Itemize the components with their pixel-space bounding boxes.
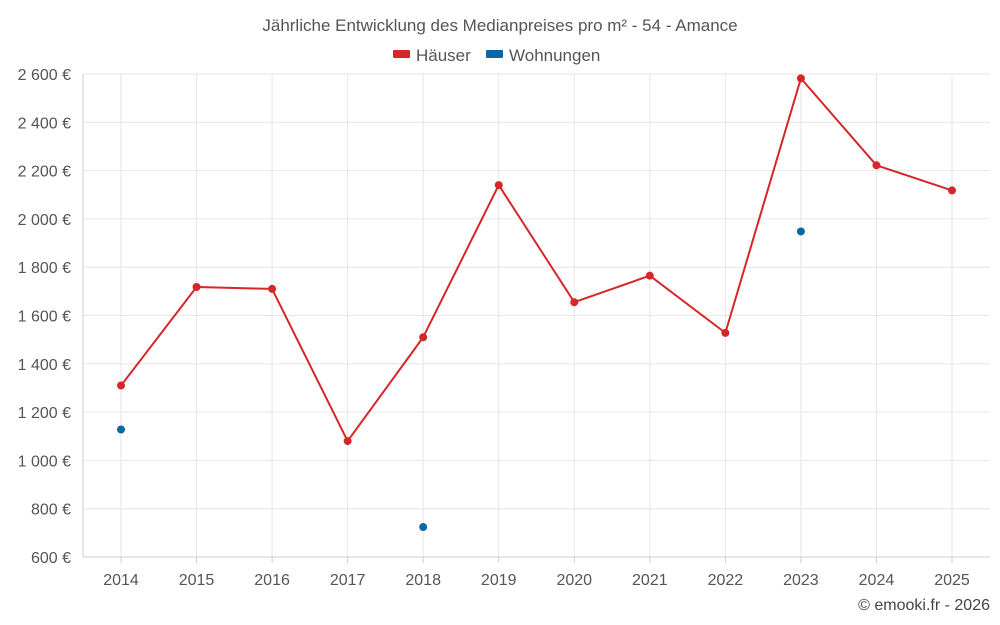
series-line: [120, 77, 953, 443]
legend-swatch: [393, 50, 410, 58]
data-point: [268, 284, 277, 293]
series-häuser: [117, 74, 956, 446]
credit-text: © emooki.fr - 2026: [858, 597, 990, 614]
y-tick-label: 800 €: [31, 502, 71, 519]
x-tick-label: 2020: [556, 572, 592, 589]
y-tick-label: 2 000 €: [18, 212, 71, 229]
data-point: [419, 333, 428, 342]
x-tick-label: 2017: [330, 572, 366, 589]
legend-swatch: [486, 50, 503, 58]
data-point: [645, 271, 654, 280]
x-tick-label: 2021: [632, 572, 668, 589]
y-tick-label: 1 200 €: [18, 405, 71, 422]
legend-item-häuser[interactable]: Häuser: [393, 46, 471, 65]
x-tick-label: 2023: [783, 572, 819, 589]
legend-item-wohnungen[interactable]: Wohnungen: [486, 46, 600, 65]
y-tick-label: 1 000 €: [18, 453, 71, 470]
y-tick-label: 1 800 €: [18, 260, 71, 277]
data-point: [117, 425, 125, 434]
y-tick-label: 1 400 €: [18, 357, 71, 374]
legend[interactable]: Häuser Wohnungen: [393, 46, 600, 65]
data-point: [192, 283, 201, 292]
y-tick-label: 2 600 €: [18, 67, 71, 84]
chart-title: Jährliche Entwicklung des Medianpreises …: [262, 16, 737, 35]
series-wohnungen: [117, 227, 805, 532]
data-point: [721, 328, 730, 337]
series-layer: [117, 74, 956, 532]
data-point: [948, 186, 956, 195]
x-tick-label: 2022: [708, 572, 744, 589]
data-point: [343, 437, 352, 446]
data-point: [419, 523, 428, 532]
x-tick-label: 2016: [254, 572, 290, 589]
x-tick-label: 2019: [481, 572, 517, 589]
data-point: [570, 298, 579, 307]
x-tick-label: 2024: [859, 572, 895, 589]
y-tick-label: 2 400 €: [18, 115, 71, 132]
y-tick-label: 600 €: [31, 550, 71, 567]
y-tick-label: 1 600 €: [18, 309, 71, 326]
x-tick-label: 2015: [179, 572, 215, 589]
legend-label: Wohnungen: [509, 46, 600, 65]
grid: [83, 73, 990, 558]
legend-label: Häuser: [416, 46, 471, 65]
data-point: [117, 381, 125, 390]
x-tick-label: 2018: [405, 572, 441, 589]
axes: 600 € 800 € 1 000 € 1 200 € 1 400 € 1 600 € 1 …: [18, 67, 990, 589]
data-point: [494, 181, 503, 190]
x-tick-label: 2025: [934, 572, 970, 589]
x-tick-label: 2014: [103, 572, 139, 589]
data-point: [796, 74, 805, 83]
y-tick-label: 2 200 €: [18, 164, 71, 181]
data-point: [872, 161, 881, 170]
data-point: [796, 227, 805, 236]
